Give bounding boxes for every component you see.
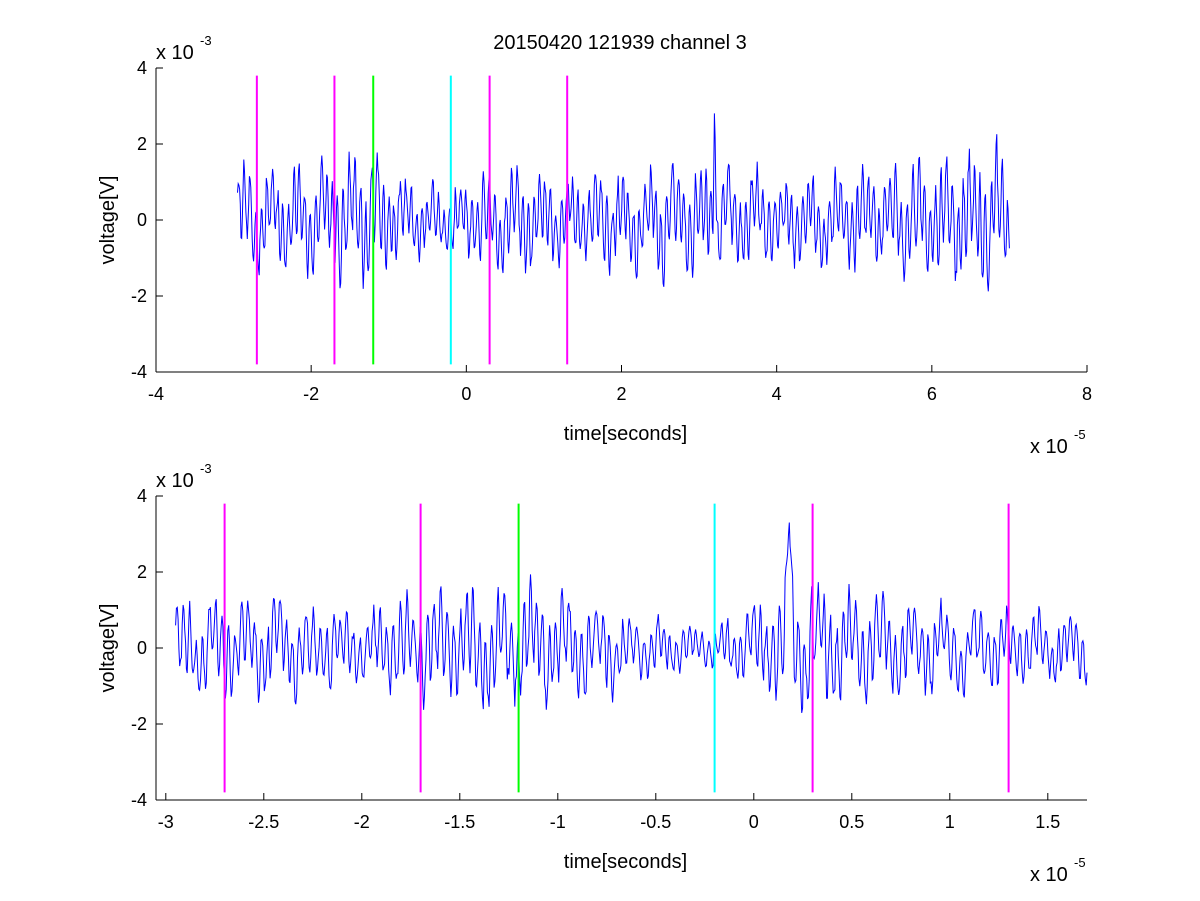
signal-trace — [175, 522, 1088, 713]
x-tick-label: 0.5 — [839, 812, 864, 832]
y-tick-label: 0 — [137, 638, 147, 658]
x-tick-label: 8 — [1082, 384, 1092, 404]
y-tick-label: 4 — [137, 486, 147, 506]
x-axis-multiplier: x 10 — [1030, 436, 1068, 458]
y-tick-label: -2 — [131, 286, 147, 306]
x-axis-multiplier-exponent: -5 — [1074, 855, 1086, 870]
y-axis-label: voltage[V] — [97, 604, 119, 693]
y-axis-label: voltage[V] — [97, 176, 119, 265]
x-tick-label: -2 — [354, 812, 370, 832]
x-tick-label: 4 — [772, 384, 782, 404]
y-axis-multiplier: x 10 — [156, 42, 194, 64]
y-tick-label: -4 — [131, 362, 147, 382]
x-tick-label: 6 — [927, 384, 937, 404]
y-axis-multiplier: x 10 — [156, 470, 194, 492]
y-axis-multiplier-exponent: -3 — [200, 461, 212, 476]
top-axes: -4 -2 0 2 4 6 8 -4 -2 0 2 4 time[seconds] voltage[V] x… — [97, 33, 1092, 458]
bottom-axes: -3 -2.5 -2 -1.5 -1 -0.5 0 0.5 1 1.5 -4 -2 0 2 4 time[se… — [97, 461, 1088, 886]
chart-title: 20150420 121939 channel 3 — [493, 32, 747, 54]
y-axis-multiplier-exponent: -3 — [200, 33, 212, 48]
x-tick-label: -0.5 — [640, 812, 671, 832]
x-axis-label: time[seconds] — [564, 423, 687, 445]
x-tick-label: -2.5 — [248, 812, 279, 832]
y-tick-label: -2 — [131, 714, 147, 734]
y-tick-label: 2 — [137, 134, 147, 154]
x-tick-label: -3 — [158, 812, 174, 832]
x-tick-label: -1 — [550, 812, 566, 832]
x-tick-label: 0 — [461, 384, 471, 404]
x-tick-label: 0 — [749, 812, 759, 832]
x-tick-label: 2 — [616, 384, 626, 404]
y-tick-label: 0 — [137, 210, 147, 230]
x-axis-label: time[seconds] — [564, 851, 687, 873]
x-tick-label: 1.5 — [1035, 812, 1060, 832]
x-tick-label: -2 — [303, 384, 319, 404]
x-tick-label: -4 — [148, 384, 164, 404]
y-tick-label: 2 — [137, 562, 147, 582]
y-tick-label: 4 — [137, 58, 147, 78]
signal-trace — [237, 113, 1010, 292]
y-tick-label: -4 — [131, 790, 147, 810]
x-tick-label: -1.5 — [444, 812, 475, 832]
x-axis-multiplier: x 10 — [1030, 864, 1068, 886]
x-tick-label: 1 — [945, 812, 955, 832]
x-axis-multiplier-exponent: -5 — [1074, 427, 1086, 442]
